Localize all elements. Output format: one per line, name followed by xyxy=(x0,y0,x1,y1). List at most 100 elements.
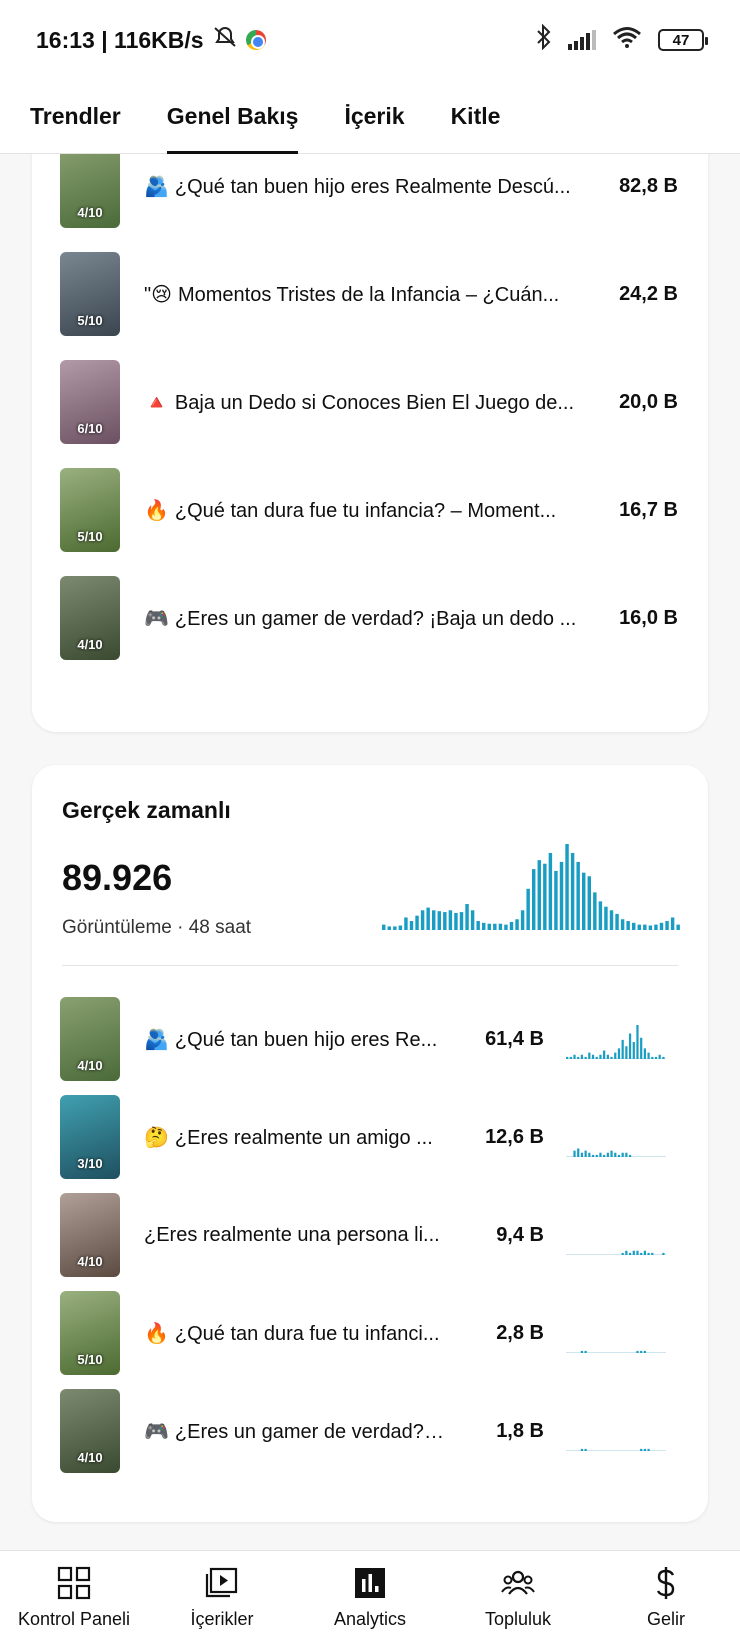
realtime-row[interactable]: 4/10 ¿Eres realmente una persona li... 9… xyxy=(60,1193,680,1277)
sparkline-bar xyxy=(621,1252,624,1255)
realtime-bar xyxy=(537,860,541,930)
realtime-row[interactable]: 5/10 🔥 ¿Qué tan dura fue tu infanci... 2,… xyxy=(60,1291,680,1375)
top-content-row[interactable]: 6/10 🔺 Baja un Dedo si Conoces Bien El Ju… xyxy=(60,360,678,444)
video-thumbnail: 4/10 xyxy=(60,1193,120,1277)
video-thumbnail: 5/10 xyxy=(60,1291,120,1375)
tab-content[interactable]: İçerik xyxy=(344,103,405,129)
realtime-card[interactable]: Gerçek zamanlı 89.926 Görüntüleme · 48 s… xyxy=(32,765,708,1522)
nav-analytics[interactable]: Analytics xyxy=(296,1551,444,1644)
realtime-bar xyxy=(548,852,553,930)
content-scroll[interactable]: 4/10 🫂 ¿Qué tan buen hijo eres Realmente … xyxy=(0,154,740,1550)
realtime-bar xyxy=(643,924,647,930)
video-title: 🫂 ¿Qué tan buen hijo eres Re... xyxy=(144,1028,438,1051)
realtime-bar xyxy=(487,923,491,930)
tab-trends[interactable]: Trendler xyxy=(30,103,121,129)
video-title: 🤔 ¿Eres realmente un amigo ... xyxy=(144,1126,433,1149)
video-views: 82,8 B xyxy=(619,174,678,197)
realtime-bar xyxy=(454,912,458,930)
sparkline-bar xyxy=(610,1056,613,1059)
sparkline-bar xyxy=(640,1252,643,1255)
nav-content[interactable]: İçerikler xyxy=(148,1551,296,1644)
nav-label: Topluluk xyxy=(484,1609,552,1629)
realtime-bar xyxy=(387,926,391,930)
mute-icon xyxy=(212,25,238,55)
realtime-bar xyxy=(448,910,453,930)
sparkline-bar xyxy=(610,1150,613,1157)
realtime-bar xyxy=(526,888,530,930)
sparkline-bar xyxy=(569,1056,572,1059)
realtime-row[interactable]: 3/10 🤔 ¿Eres realmente un amigo ... 12,6 … xyxy=(60,1095,680,1179)
sparkline-bar xyxy=(643,1250,646,1255)
top-content-row[interactable]: 5/10 🔥 ¿Qué tan dura fue tu infancia? – M… xyxy=(60,468,678,552)
video-views: 1,8 B xyxy=(496,1419,544,1442)
sparkline-bar xyxy=(617,1048,621,1059)
sparkline-bar xyxy=(599,1152,602,1157)
bottom-navigation: Kontrol Paneli İçerikler Analytics Toplu… xyxy=(0,1550,740,1644)
realtime-bar xyxy=(559,861,564,930)
realtime-bar xyxy=(415,915,419,930)
sparkline-bar xyxy=(643,1048,646,1059)
realtime-bar xyxy=(543,863,547,930)
status-left: 16:13 | 116KB/s xyxy=(36,25,266,55)
dashboard-icon xyxy=(57,1566,91,1600)
realtime-bar xyxy=(437,911,441,930)
realtime-row[interactable]: 4/10 🫂 ¿Qué tan buen hijo eres Re... 61,4… xyxy=(60,997,680,1081)
video-thumbnail: 4/10 xyxy=(60,576,120,660)
video-title: 🔥 ¿Qué tan dura fue tu infancia? – Moment… xyxy=(144,499,557,522)
sparkline-bar xyxy=(621,1152,624,1157)
sparkline-bar xyxy=(580,1152,584,1157)
realtime-bar xyxy=(620,919,625,930)
top-content-row[interactable]: 4/10 🎮 ¿Eres un gamer de verdad? ¡Baja un… xyxy=(60,576,678,660)
realtime-row[interactable]: 4/10 🎮 ¿Eres un gamer de verdad? ... 1,8 … xyxy=(60,1389,680,1473)
video-thumbnail: 5/10 xyxy=(60,468,120,552)
sparkline-bar xyxy=(643,1448,646,1451)
sparkline-bar xyxy=(566,1056,569,1059)
top-content-row[interactable]: 5/10 "😢 Momentos Tristes de la Infancia –… xyxy=(60,252,678,336)
sparkline-bar xyxy=(621,1039,624,1059)
realtime-bar xyxy=(393,926,397,930)
signal-icon xyxy=(568,30,596,50)
video-views: 24,2 B xyxy=(619,282,678,305)
sparkline-bar xyxy=(625,1250,628,1255)
sparkline-bar xyxy=(595,1056,598,1059)
sparkline-bar xyxy=(606,1152,609,1157)
sparkline-bar xyxy=(662,1056,665,1059)
realtime-bar xyxy=(576,861,580,930)
content-icon xyxy=(205,1567,238,1598)
top-content-row[interactable]: 4/10 🫂 ¿Qué tan buen hijo eres Realmente … xyxy=(60,154,678,228)
realtime-title: Gerçek zamanlı xyxy=(62,797,231,823)
nav-community[interactable]: Topluluk xyxy=(444,1551,592,1644)
analytics-tab-bar: Trendler Genel Bakış İçerik Kitle xyxy=(0,80,740,154)
realtime-bar xyxy=(504,924,508,930)
tab-audience[interactable]: Kitle xyxy=(450,103,501,129)
sparkline-bar xyxy=(647,1448,650,1451)
nav-dashboard[interactable]: Kontrol Paneli xyxy=(0,1551,148,1644)
sparkline-bar xyxy=(636,1350,639,1353)
realtime-bar xyxy=(665,921,669,930)
tab-overview[interactable]: Genel Bakış xyxy=(166,80,298,154)
sparkline-bar xyxy=(651,1056,654,1059)
realtime-bar xyxy=(465,904,469,930)
sparkline-bar xyxy=(580,1054,584,1059)
video-thumbnail: 4/10 xyxy=(60,1389,120,1473)
earn-icon xyxy=(656,1567,675,1599)
video-title: 🫂 ¿Qué tan buen hijo eres Realmente Descú… xyxy=(144,175,571,198)
realtime-bar xyxy=(587,876,591,930)
sparkline-bar xyxy=(632,1250,635,1255)
realtime-bar xyxy=(459,912,464,930)
realtime-bar xyxy=(509,921,514,930)
sparkline-bar xyxy=(617,1154,621,1157)
sparkline-chart xyxy=(566,1448,666,1451)
sparkline-bar xyxy=(651,1252,654,1255)
nav-earn[interactable]: Gelir xyxy=(592,1551,740,1644)
video-title: ¿Eres realmente una persona li... xyxy=(144,1223,440,1246)
video-title: 🎮 ¿Eres un gamer de verdad? ... xyxy=(144,1420,444,1443)
sparkline-bar xyxy=(628,1154,632,1157)
analytics-icon xyxy=(355,1568,385,1598)
realtime-view-count: 89.926 xyxy=(62,857,173,898)
realtime-bar xyxy=(615,913,619,930)
sparkline-bar xyxy=(662,1252,665,1255)
sparkline-bar xyxy=(591,1154,595,1157)
realtime-bar xyxy=(676,924,680,930)
sparkline-bar xyxy=(625,1046,628,1059)
